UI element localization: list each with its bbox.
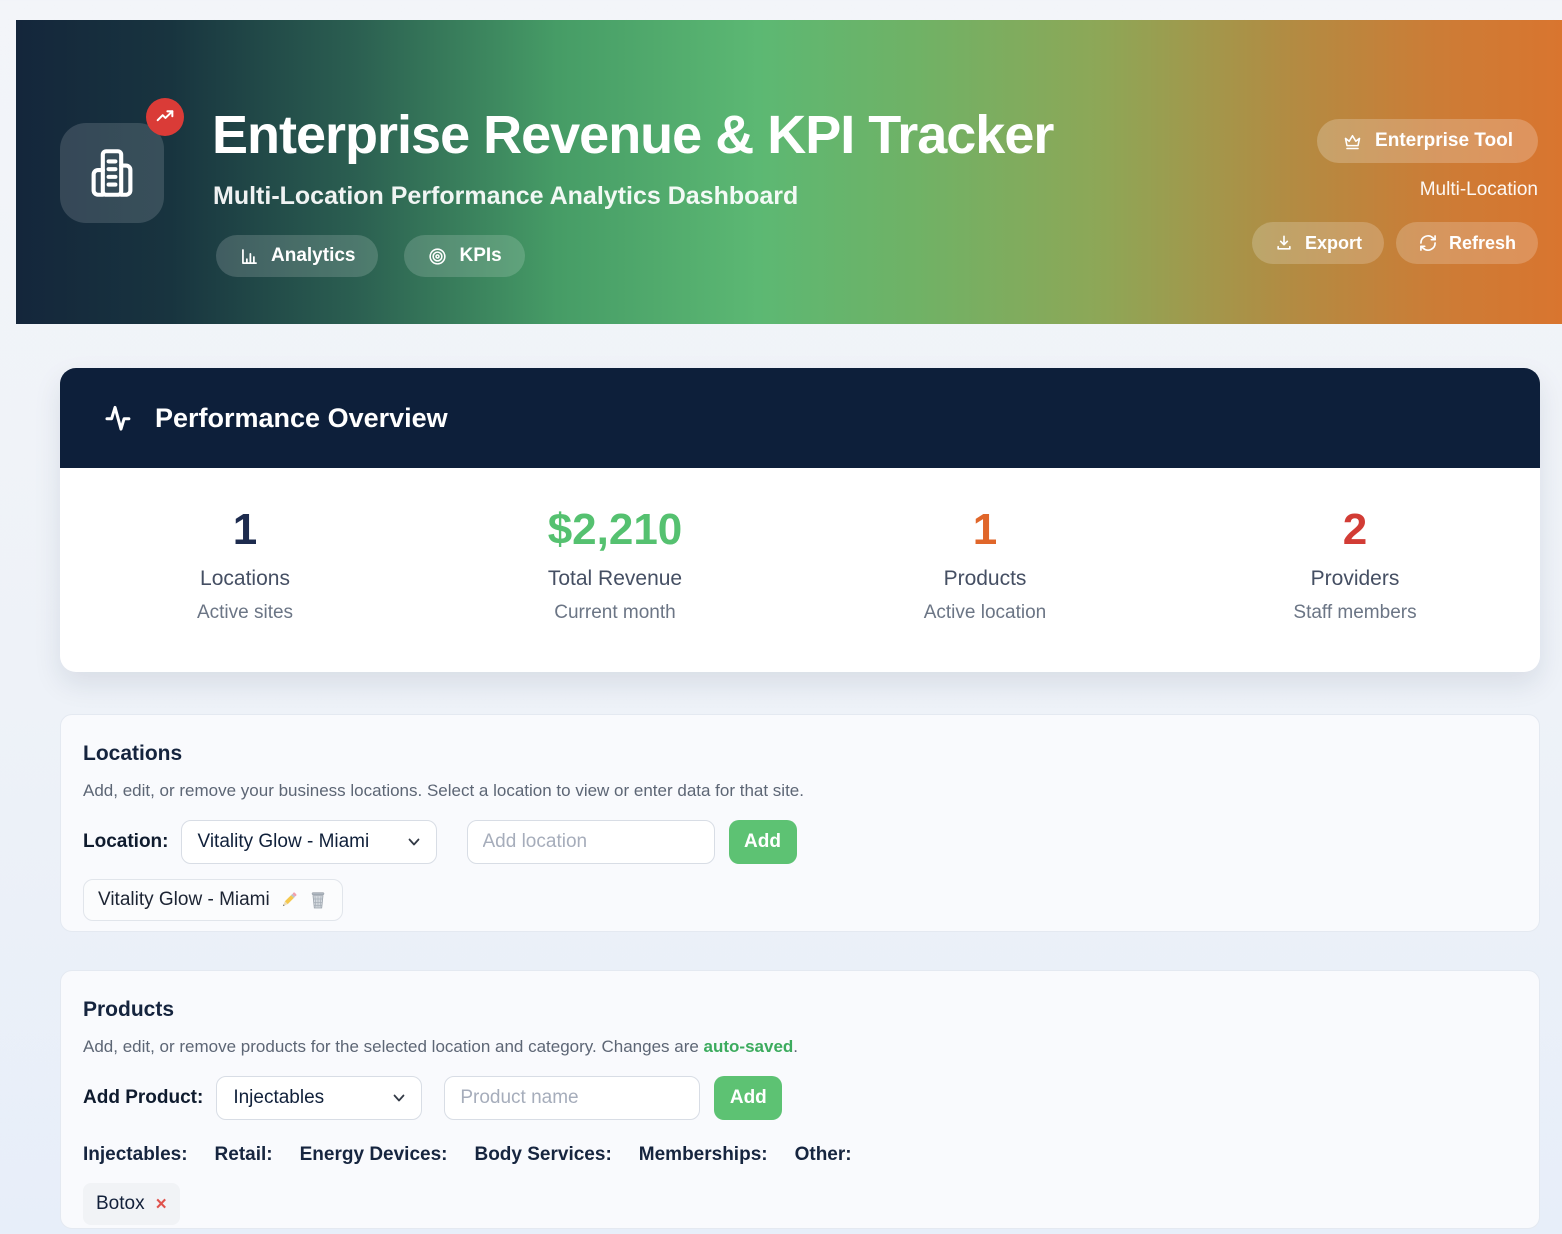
edit-location-button[interactable]	[279, 890, 299, 910]
add-product-field-label: Add Product:	[83, 1087, 204, 1108]
stat-value: 2	[1342, 505, 1368, 554]
products-form-row: Add Product: Injectables Add	[83, 1076, 1515, 1120]
trending-up-icon	[146, 98, 184, 136]
header-badges: Analytics KPIs	[216, 235, 525, 277]
delete-location-button[interactable]	[308, 890, 328, 910]
stats-row: 1 Locations Active sites $2,210 Total Re…	[60, 468, 1540, 672]
add-location-input[interactable]	[466, 820, 715, 864]
export-button[interactable]: Export	[1251, 222, 1384, 264]
product-name-input[interactable]	[444, 1076, 701, 1120]
stat-value: 1	[232, 505, 258, 554]
products-card: Products Add, edit, or remove products f…	[60, 970, 1540, 1229]
chevron-down-icon	[389, 1088, 409, 1108]
page-subtitle: Multi-Location Performance Analytics Das…	[213, 182, 799, 210]
pencil-icon	[279, 890, 299, 910]
location-chip: Vitality Glow - Miami	[83, 879, 343, 921]
chevron-down-icon	[404, 832, 424, 852]
locations-form-row: Location: Vitality Glow - Miami Add	[83, 820, 1515, 864]
section-title-overview: Performance Overview	[155, 402, 448, 433]
stat-providers: 2 Providers Staff members	[1170, 508, 1540, 624]
app-header: Enterprise Revenue & KPI Tracker Multi-L…	[16, 20, 1562, 324]
refresh-button[interactable]: Refresh	[1395, 222, 1538, 264]
stat-total-revenue: $2,210 Total Revenue Current month	[430, 508, 800, 624]
products-description: Add, edit, or remove products for the se…	[83, 1037, 799, 1056]
kpis-badge: KPIs	[404, 235, 525, 277]
analytics-badge: Analytics	[216, 235, 379, 277]
locations-card: Locations Add, edit, or remove your busi…	[60, 714, 1540, 932]
close-x-glyph: ×	[155, 1193, 167, 1215]
category-labels-row: Injectables: Retail: Energy Devices: Bod…	[83, 1144, 1515, 1166]
category-label-energy-devices: Energy Devices:	[299, 1144, 448, 1165]
download-icon	[1274, 233, 1294, 253]
remove-product-button[interactable]: ×	[156, 1195, 167, 1214]
refresh-icon	[1418, 233, 1438, 253]
enterprise-tool-badge: Enterprise Tool	[1317, 119, 1538, 163]
activity-pulse-icon	[102, 401, 136, 435]
target-icon	[427, 246, 448, 267]
section-title-locations: Locations	[83, 742, 183, 765]
crown-icon	[1342, 131, 1363, 152]
section-title-products: Products	[83, 998, 175, 1021]
trash-icon	[308, 890, 328, 910]
product-chip: Botox ×	[83, 1183, 180, 1225]
category-label-injectables: Injectables:	[83, 1144, 188, 1165]
category-label-retail: Retail:	[214, 1144, 273, 1165]
location-chip-row: Vitality Glow - Miami	[83, 879, 1515, 921]
product-chip-row: Botox ×	[83, 1166, 1515, 1225]
performance-overview-header: Performance Overview	[60, 368, 1540, 468]
add-product-button[interactable]: Add	[714, 1076, 783, 1120]
stat-label: Products	[943, 567, 1027, 590]
stat-sublabel: Active sites	[196, 602, 294, 623]
performance-overview-card: Performance Overview 1 Locations Active …	[60, 368, 1540, 672]
stat-locations: 1 Locations Active sites	[60, 508, 430, 624]
location-select[interactable]: Vitality Glow - Miami	[180, 820, 437, 864]
location-field-label: Location:	[83, 831, 169, 852]
page-title: Enterprise Revenue & KPI Tracker	[212, 105, 1054, 165]
building-icon	[83, 144, 141, 202]
multi-location-label: Multi-Location	[1419, 179, 1538, 200]
stat-label: Providers	[1310, 567, 1400, 590]
header-actions: Enterprise Tool Multi-Location Export	[1251, 119, 1538, 264]
auto-saved-highlight: auto-saved	[703, 1037, 794, 1056]
category-label-other: Other:	[794, 1144, 852, 1165]
stat-sublabel: Staff members	[1293, 602, 1417, 623]
stat-value: $2,210	[547, 505, 683, 554]
stat-sublabel: Active location	[923, 602, 1047, 623]
app-logo	[60, 98, 184, 223]
stat-sublabel: Current month	[554, 602, 676, 623]
bar-chart-icon	[239, 246, 260, 267]
add-location-button[interactable]: Add	[728, 820, 797, 864]
locations-description: Add, edit, or remove your business locat…	[83, 781, 804, 800]
category-label-memberships: Memberships:	[638, 1144, 768, 1165]
stat-label: Total Revenue	[547, 567, 683, 590]
stat-products: 1 Products Active location	[800, 508, 1170, 624]
stat-label: Locations	[200, 567, 290, 590]
stat-value: 1	[972, 505, 998, 554]
product-category-select[interactable]: Injectables	[216, 1076, 423, 1120]
category-label-body-services: Body Services:	[474, 1144, 612, 1165]
